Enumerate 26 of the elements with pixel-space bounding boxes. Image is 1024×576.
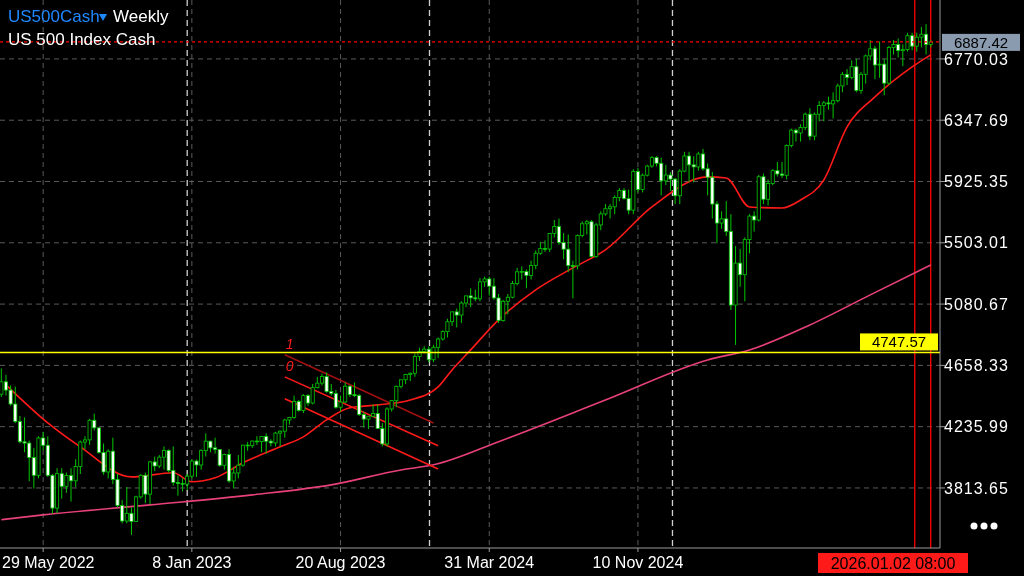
y-tick-label: 4235.99 (944, 418, 1009, 436)
y-tick-label: 6347.69 (944, 111, 1009, 129)
annotation: 1 (285, 335, 294, 352)
x-tick-label: 20 Aug 2023 (295, 554, 386, 571)
x-tick-label: 29 May 2022 (2, 554, 95, 571)
ref-line-label: 6887.42 (953, 33, 1009, 51)
chart-subtitle: Weekly (113, 7, 169, 26)
y-tick-label: 5503.01 (944, 234, 1009, 252)
annotation: 0 (285, 357, 294, 374)
text: 2026.01.02 08:00 (830, 554, 956, 572)
chart-title: US500Cash (8, 7, 100, 26)
ref-line-label: 4747.57 (871, 333, 927, 351)
y-tick-label: 4658.33 (944, 356, 1009, 374)
line-series (0, 264, 932, 521)
candlestick (0, 367, 4, 398)
x-tick-label: 8 Jan 2023 (152, 554, 232, 571)
y-tick-label: 5925.35 (944, 173, 1009, 191)
candlestick (919, 26, 924, 48)
y-tick-label: 6770.03 (944, 50, 1009, 68)
x-tick-label: 31 Mar 2024 (444, 554, 535, 571)
candlestick (524, 268, 529, 289)
y-tick-label: 5080.67 (944, 295, 1009, 313)
y-tick-label: 3813.65 (944, 479, 1009, 497)
candlestick (668, 171, 673, 192)
annotation: US 500 Index Cash (8, 30, 156, 49)
x-tick-label: 10 Nov 2024 (592, 554, 684, 571)
